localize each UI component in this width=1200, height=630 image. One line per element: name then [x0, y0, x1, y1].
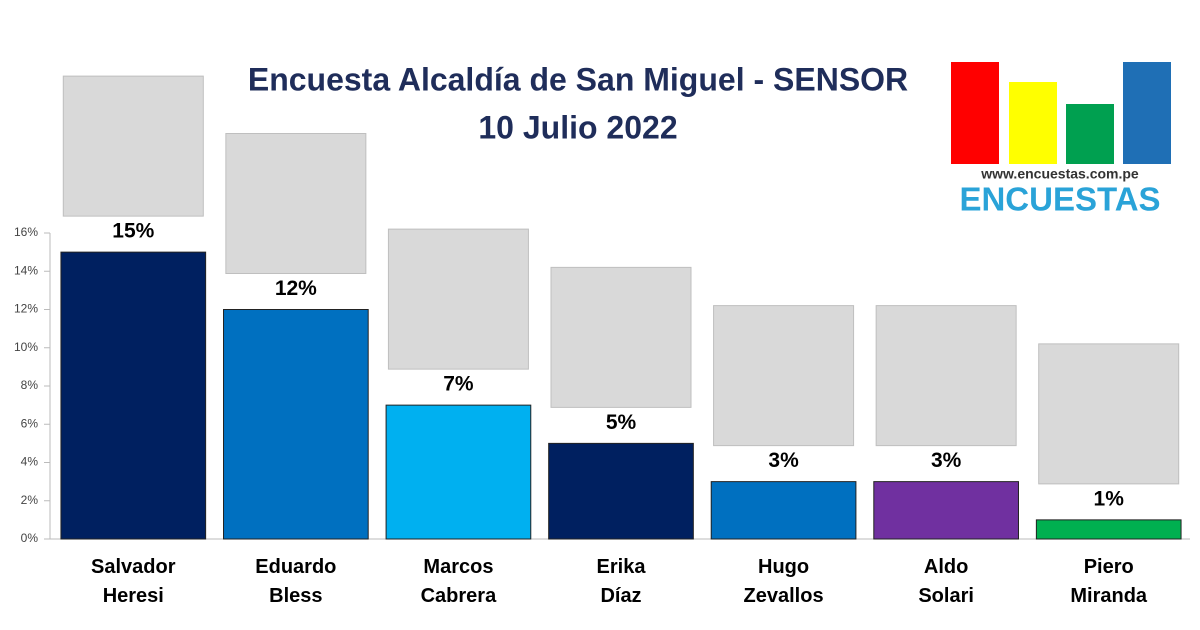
y-tick-label: 10% — [14, 340, 38, 354]
bar — [385, 404, 532, 540]
value-label: 5% — [606, 411, 637, 434]
y-tick-label: 4% — [21, 455, 39, 469]
logo-block — [1123, 62, 1171, 164]
x-tick-label: Salvador Heresi — [91, 556, 176, 607]
logo-block — [951, 62, 999, 164]
x-tick-label: Marcos Cabrera — [420, 556, 497, 607]
y-tick-label: 8% — [21, 378, 39, 392]
candidate-photo — [225, 133, 367, 274]
bar — [60, 251, 207, 540]
bar — [548, 442, 694, 540]
value-label: 7% — [443, 373, 474, 396]
value-label: 15% — [112, 220, 154, 243]
y-tick-label: 2% — [21, 493, 39, 507]
x-tick-label: Hugo Zevallos — [743, 556, 824, 607]
bar — [710, 481, 857, 540]
bar — [1035, 519, 1182, 540]
candidate-photo — [387, 228, 529, 370]
x-tick-label: Erika Díaz — [596, 556, 646, 607]
y-tick-label: 16% — [14, 225, 38, 239]
value-label: 3% — [768, 449, 799, 472]
candidate-photo — [713, 305, 855, 447]
y-tick-label: 0% — [21, 531, 39, 545]
x-tick-label: Piero Miranda — [1070, 556, 1148, 607]
candidate-photo — [875, 305, 1017, 447]
logo-brand: ENCUESTAS — [959, 181, 1160, 218]
x-tick-label: Aldo Solari — [918, 556, 974, 607]
bar — [873, 481, 1019, 540]
value-label: 3% — [931, 449, 962, 472]
y-tick-label: 14% — [14, 263, 38, 277]
brand-logo: www.encuestas.com.pe ENCUESTAS — [951, 62, 1171, 218]
x-tick-label: Eduardo Bless — [255, 556, 337, 607]
value-label: 12% — [275, 277, 317, 300]
chart-title: Encuesta Alcaldía de San Miguel - SENSOR — [248, 61, 908, 97]
candidate-photo — [550, 266, 692, 408]
candidate-photo — [1038, 343, 1180, 485]
chart-subtitle: 10 Julio 2022 — [478, 109, 677, 145]
logo-url: www.encuestas.com.pe — [980, 166, 1139, 182]
candidate-photo — [62, 75, 204, 217]
logo-block — [1066, 104, 1114, 164]
y-tick-label: 6% — [21, 416, 39, 430]
y-tick-label: 12% — [14, 302, 38, 316]
value-label: 1% — [1094, 487, 1125, 510]
bar — [223, 309, 369, 540]
logo-block — [1009, 82, 1057, 164]
